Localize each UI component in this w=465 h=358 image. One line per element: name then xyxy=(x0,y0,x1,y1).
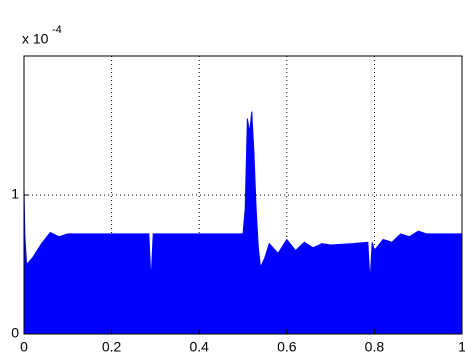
area xyxy=(23,111,463,335)
x-tick-label: 0 xyxy=(20,339,28,355)
x-tick-label: 0.2 xyxy=(102,339,122,355)
y-tick-label: 1 xyxy=(11,186,19,202)
x-tick-label: 0.6 xyxy=(277,339,297,355)
x-tick-label: 0.4 xyxy=(189,339,209,355)
y-tick-label: 0 xyxy=(11,325,19,341)
y-multiplier-exponent: -4 xyxy=(52,24,62,36)
y-multiplier: x 10 xyxy=(22,31,49,47)
x-tick-label: 0.8 xyxy=(365,339,385,355)
x-tick-label: 1 xyxy=(458,339,465,355)
